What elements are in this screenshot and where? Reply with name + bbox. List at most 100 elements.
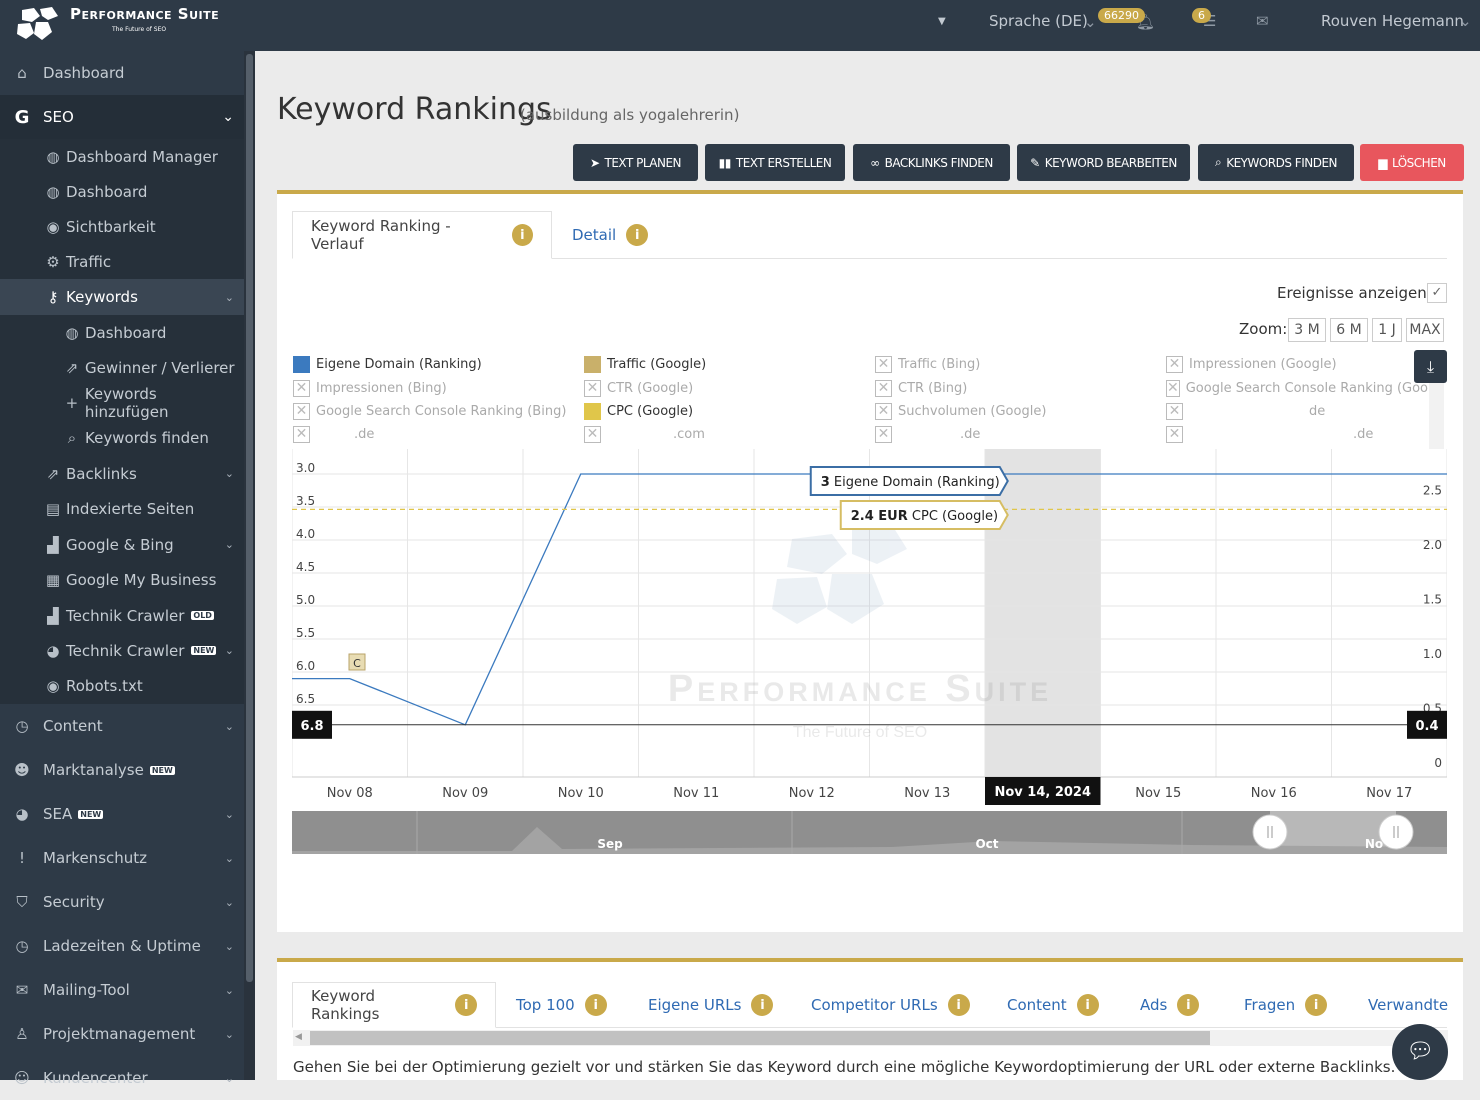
user-chevron-icon[interactable]: ⌄ <box>1459 12 1472 30</box>
keyword-bearbeiten-button[interactable]: ✎ KEYWORD BEARBEITEN <box>1017 144 1190 181</box>
sidebar-item-dashboard[interactable]: ⌂ Dashboard <box>0 51 244 95</box>
text-erstellen-button[interactable]: ▮▮ TEXT ERSTELLEN <box>705 144 845 181</box>
exclamation-icon: ! <box>18 849 25 867</box>
tab-keyword-rankings[interactable]: Keyword Rankings i <box>292 982 496 1028</box>
info-icon[interactable]: i <box>511 224 533 246</box>
events-checkbox[interactable]: ✓ <box>1427 283 1447 303</box>
zoom-1j-button[interactable]: 1 J <box>1372 318 1402 342</box>
tabs-scrollbar-thumb[interactable] <box>310 1031 1210 1045</box>
sidebar-item-indexierte-seiten[interactable]: ▤ Indexierte Seiten <box>0 491 244 526</box>
legend-item[interactable]: ✕ Google Search Console Ranking (Bing) <box>293 403 566 420</box>
sidebar-item-backlinks[interactable]: ⇗ Backlinks ⌄ <box>0 456 244 491</box>
chat-bubble-icon[interactable]: 💬︎ <box>1392 1024 1448 1080</box>
download-icon[interactable]: ⤓ <box>1414 350 1447 383</box>
tab-competitor-urls[interactable]: Competitor URLs i <box>793 982 988 1028</box>
sidebar-item-ladezeiten-uptime[interactable]: ◷ Ladezeiten & Uptime ⌄ <box>0 924 244 968</box>
sidebar-scrollbar-thumb[interactable] <box>246 54 253 982</box>
sidebar-item-google-bing[interactable]: ▟ Google & Bing ⌄ <box>0 527 244 562</box>
tabs-horizontal-scrollbar[interactable]: ◀ <box>293 1030 1448 1046</box>
sidebar-item-technik-crawler-new[interactable]: ◕ Technik Crawler NEW ⌄ <box>0 633 244 668</box>
legend-item[interactable]: ✕ .com <box>584 426 705 443</box>
tab-keyword-ranking-verlauf[interactable]: Keyword Ranking - Verlauf i <box>292 211 552 259</box>
sidebar-item-sea[interactable]: ◕ SEA NEW ⌄ <box>0 792 244 836</box>
legend-item[interactable]: ✕ .de <box>1166 426 1373 443</box>
legend-item[interactable]: Eigene Domain (Ranking) <box>293 356 482 373</box>
edit-icon: ✎ <box>1030 155 1040 170</box>
language-chevron-icon[interactable]: ⌄ <box>1084 13 1097 31</box>
sidebar-item-keywords-dashboard[interactable]: ◍ Dashboard <box>0 315 244 350</box>
legend-item[interactable]: ✕ Impressionen (Google) <box>1166 356 1337 373</box>
sidebar-item-keywords-hinzufuegen[interactable]: + Keywords hinzufügen <box>0 385 244 421</box>
new-tag: NEW <box>149 765 175 775</box>
zoom-6m-button[interactable]: 6 M <box>1330 318 1368 342</box>
text-planen-button[interactable]: ➤ TEXT PLANEN <box>573 144 698 181</box>
tab-fragen[interactable]: Fragen i <box>1226 982 1345 1028</box>
project-dropdown-caret-icon[interactable]: ▼ <box>938 16 946 27</box>
info-icon[interactable]: i <box>584 994 607 1016</box>
sidebar-item-seo[interactable]: G SEO ⌄ <box>0 95 244 139</box>
legend-item[interactable]: ✕ Google Search Console Ranking (Googl <box>1166 380 1428 397</box>
sidebar-item-mailing-tool[interactable]: ✉ Mailing-Tool ⌄ <box>0 968 244 1012</box>
sidebar-item-markenschutz[interactable]: ! Markenschutz ⌄ <box>0 836 244 880</box>
tab-ads[interactable]: Ads i <box>1122 982 1217 1028</box>
envelope-icon[interactable]: ✉ <box>1256 12 1269 30</box>
y-left-tick-label: 5.0 <box>296 593 315 607</box>
info-icon[interactable]: i <box>1177 994 1200 1016</box>
legend-item[interactable]: ✕ .de <box>293 426 374 443</box>
legend-item[interactable]: ✕ Traffic (Bing) <box>875 356 980 373</box>
sidebar-item-keywords-finden[interactable]: ⌕ Keywords finden <box>0 420 244 455</box>
sidebar-item-technik-crawler-old[interactable]: ▟ Technik Crawler OLD <box>0 598 244 633</box>
sidebar-item-gewinner-verlierer[interactable]: ⇗ Gewinner / Verlierer <box>0 350 244 385</box>
legend-item[interactable]: Traffic (Google) <box>584 356 706 373</box>
legend-item[interactable]: CPC (Google) <box>584 403 693 420</box>
sidebar-item-dashboard-manager[interactable]: ◍ Dashboard Manager <box>0 139 244 174</box>
legend-item[interactable]: ✕ CTR (Bing) <box>875 380 967 397</box>
legend-item[interactable]: ✕ .de <box>875 426 980 443</box>
zoom-3m-button[interactable]: 3 M <box>1288 318 1326 342</box>
info-icon[interactable]: i <box>455 994 477 1016</box>
sidebar-item-security[interactable]: ⛉ Security ⌄ <box>0 880 244 924</box>
tab-eigene-urls[interactable]: Eigene URLs i <box>630 982 791 1028</box>
ranking-chart[interactable]: Performance Suite The Future of SEO 3.0 3… <box>292 449 1447 857</box>
tab-verwandte[interactable]: Verwandte <box>1368 996 1449 1014</box>
external-link-icon: ⇗ <box>65 358 79 377</box>
sidebar-item-traffic[interactable]: ⚙ Traffic <box>0 244 244 279</box>
legend-item[interactable]: ✕ Suchvolumen (Google) <box>875 403 1046 420</box>
sidebar-item-keywords[interactable]: ⚷ Keywords ⌄ <box>0 279 244 315</box>
highlight-band <box>985 449 1101 777</box>
sidebar-item-kundencenter[interactable]: ☺ Kundencenter ⌄ <box>0 1056 244 1100</box>
legend-item[interactable]: ✕ Impressionen (Bing) <box>293 380 447 397</box>
backlinks-finden-button[interactable]: ∞ BACKLINKS FINDEN <box>853 144 1010 181</box>
brand-logo-icon[interactable] <box>14 6 60 44</box>
user-menu[interactable]: Rouven Hegemann <box>1321 12 1464 30</box>
sidebar-item-marktanalyse[interactable]: ☻ Marktanalyse NEW <box>0 748 244 792</box>
x-tick-label: Nov 14, 2024 <box>994 785 1091 800</box>
tab-top-100[interactable]: Top 100 i <box>498 982 625 1028</box>
legend-scrollbar[interactable] <box>1429 374 1444 449</box>
x-tick-label: Nov 16 <box>1251 786 1297 801</box>
zoom-max-button[interactable]: MAX <box>1406 318 1444 342</box>
sidebar-item-google-my-business[interactable]: ▦ Google My Business <box>0 562 244 597</box>
keywords-finden-button[interactable]: ⌕ KEYWORDS FINDEN <box>1198 144 1354 181</box>
language-selector[interactable]: Sprache (DE) <box>989 12 1088 30</box>
info-icon[interactable]: i <box>947 994 970 1016</box>
sidebar-item-content[interactable]: ◷ Content ⌄ <box>0 704 244 748</box>
y-right-tick-label: 0 <box>1434 756 1442 770</box>
loeschen-button[interactable]: ▆ LÖSCHEN <box>1360 144 1464 181</box>
tab-content[interactable]: Content i <box>989 982 1117 1028</box>
scroll-left-arrow-icon[interactable]: ◀ <box>295 1032 302 1042</box>
sidebar-item-seo-dashboard[interactable]: ◍ Dashboard <box>0 174 244 209</box>
tab-detail[interactable]: Detail i <box>554 211 666 259</box>
clock-icon: ◷ <box>15 717 29 735</box>
legend-item[interactable]: ✕ de <box>1166 403 1325 420</box>
legend-item[interactable]: ✕ CTR (Google) <box>584 380 693 397</box>
sidebar-item-sichtbarkeit[interactable]: ◉ Sichtbarkeit <box>0 209 244 244</box>
sitemap-icon: ♙ <box>15 1025 29 1043</box>
sidebar-item-projektmanagement[interactable]: ♙ Projektmanagement ⌄ <box>0 1012 244 1056</box>
info-icon[interactable]: i <box>1305 994 1328 1016</box>
info-icon[interactable]: i <box>626 224 649 246</box>
chevron-down-icon: ⌄ <box>222 109 234 125</box>
sidebar-item-robots-txt[interactable]: ◉ Robots.txt <box>0 668 244 703</box>
info-icon[interactable]: i <box>1076 994 1099 1016</box>
info-icon[interactable]: i <box>751 994 774 1016</box>
